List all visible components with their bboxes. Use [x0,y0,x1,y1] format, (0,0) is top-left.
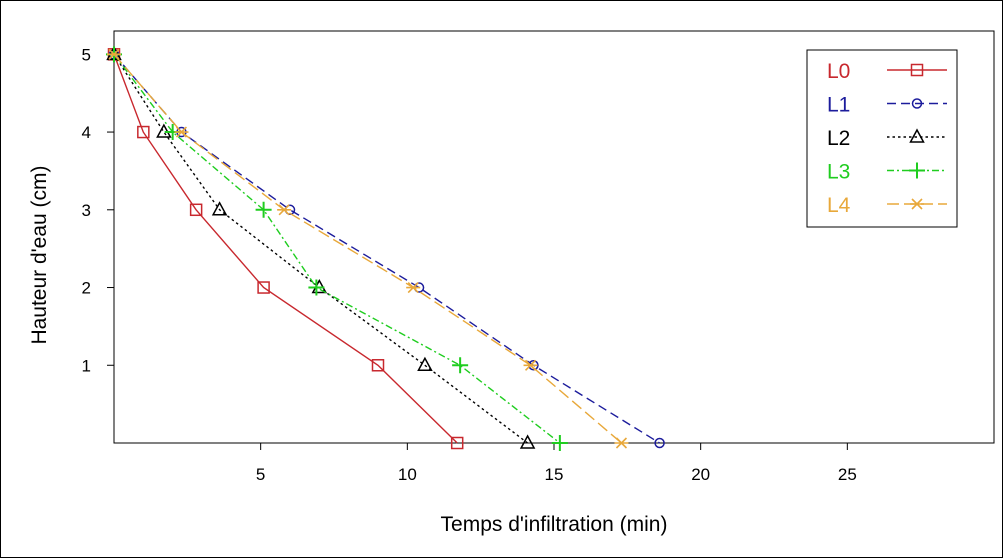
data-point-plus [551,435,568,451]
data-point-square [189,203,203,217]
x-axis-title: Temps d'infiltration (min) [441,513,668,536]
legend-label-l1: L1 [827,94,850,117]
data-point-asterisk [406,281,421,294]
series-line-l1 [113,53,660,444]
data-point-circle [654,437,665,449]
data-point-square [137,125,150,139]
x-tick-label: 20 [691,465,710,484]
data-point-triangle [519,434,536,449]
data-point-square [371,359,385,372]
data-point-square [257,281,270,294]
series-l2 [106,45,536,449]
y-tick-label: 3 [82,201,91,220]
series-l4 [107,48,629,449]
series-line-l0 [113,54,458,444]
y-tick-label: 5 [82,45,91,64]
legend-box [806,49,958,228]
data-point-asterisk [614,437,629,449]
y-tick-label: 2 [82,279,91,298]
data-point-triangle [417,356,433,372]
x-tick-label: 15 [545,465,564,484]
x-tick-label: 10 [398,465,417,484]
legend-marker-l3 [909,162,925,179]
y-axis-title: Hauteur d'eau (cm) [28,165,51,344]
legend-marker-l4 [910,198,924,210]
legend-marker-l1 [911,98,923,109]
series-line-l3 [113,53,561,444]
legend-label-l2: L2 [827,127,850,150]
data-point-triangle [211,201,228,216]
data-point-asterisk [277,204,292,216]
data-point-plus [452,357,469,374]
legend-label-l4: L4 [827,194,851,217]
series-line-l4 [113,53,622,444]
data-point-asterisk [107,48,121,60]
y-tick-label: 1 [82,356,91,375]
data-point-asterisk [523,359,538,371]
legend-label-l3: L3 [827,161,850,184]
legend-marker-l0 [910,63,924,77]
series-l1 [108,49,665,449]
series-l3 [106,46,568,451]
x-tick-label: 5 [256,465,265,484]
data-point-plus [308,279,325,296]
series-layer [106,45,665,451]
data-point-square [450,436,464,450]
x-tick-label: 25 [838,465,857,484]
legend-marker-l2 [909,128,925,143]
legend-label-l0: L0 [827,60,850,83]
legend: L0 L1 L2 L3 L4 [806,49,958,228]
y-tick-label: 4 [82,123,91,142]
data-point-asterisk [174,126,189,138]
series-line-l2 [113,53,529,444]
data-point-plus [255,201,272,218]
